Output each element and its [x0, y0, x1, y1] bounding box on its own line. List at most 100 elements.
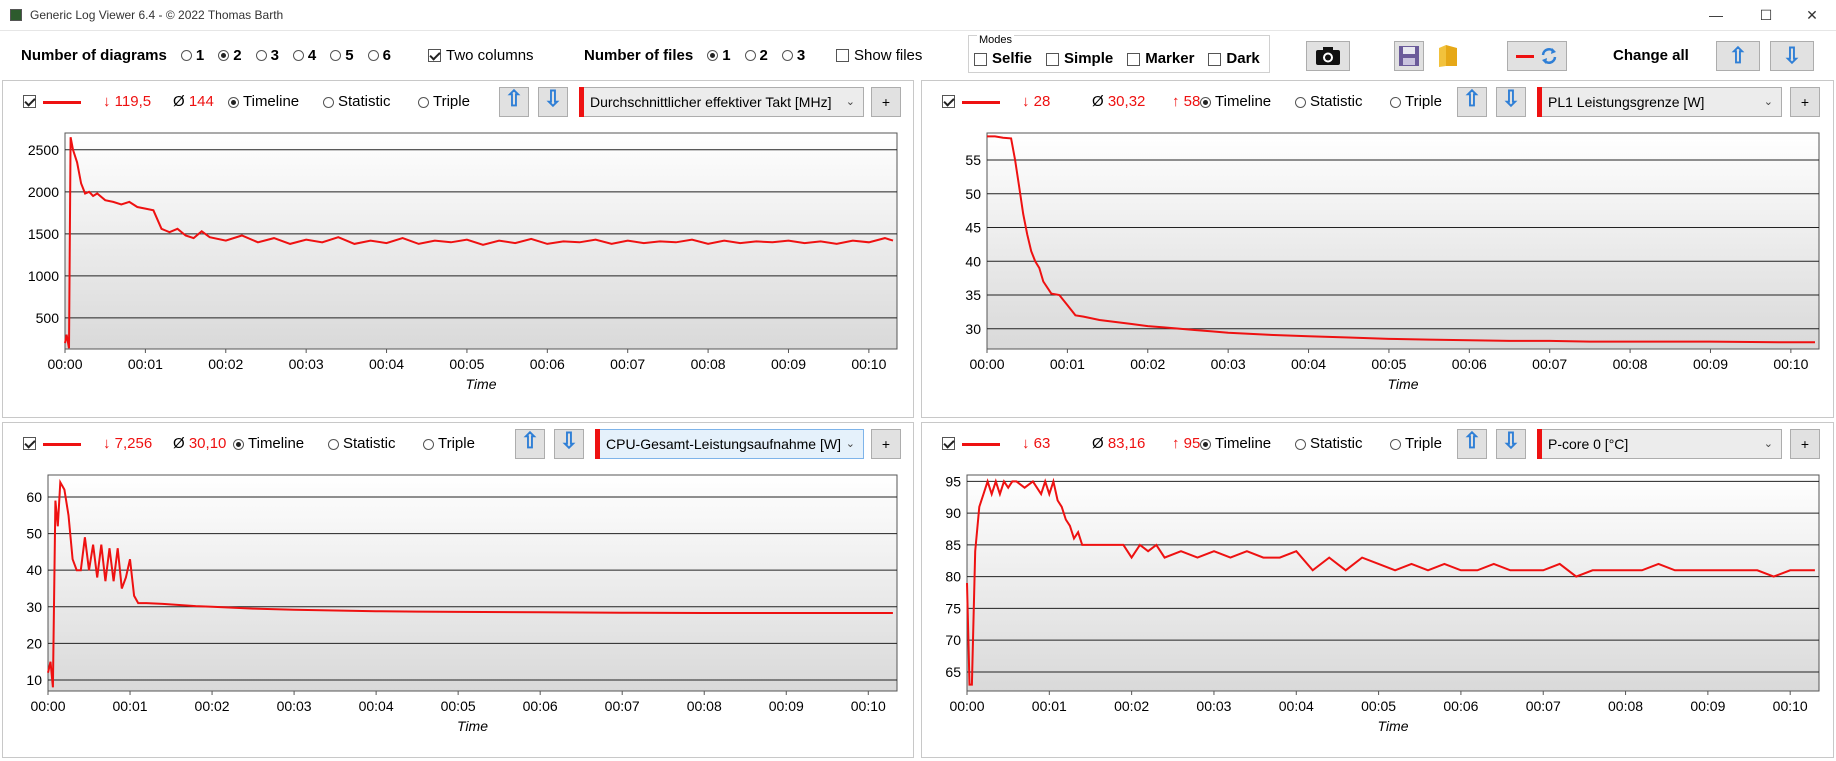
- avg-symbol: Ø: [173, 435, 189, 452]
- series-visible-checkbox[interactable]: [942, 437, 955, 450]
- move-down-button[interactable]: ⇩: [538, 87, 568, 117]
- diagram-count-option-6[interactable]: 6: [360, 47, 391, 64]
- move-up-button[interactable]: ⇧: [1457, 87, 1487, 117]
- change-all-down-button[interactable]: ⇩: [1770, 41, 1814, 71]
- screenshot-button[interactable]: [1306, 41, 1350, 71]
- move-up-button[interactable]: ⇧: [1457, 429, 1487, 459]
- show-files-toggle[interactable]: Show files: [836, 32, 922, 78]
- add-channel-button[interactable]: +: [1790, 87, 1820, 117]
- line-color-refresh-button[interactable]: [1507, 41, 1567, 71]
- close-button[interactable]: ✕: [1806, 7, 1818, 23]
- view-option-triple[interactable]: Triple: [1382, 435, 1442, 452]
- min-value: ↓ 28: [1022, 93, 1051, 110]
- series-visible-checkbox[interactable]: [23, 95, 36, 108]
- diagram-count-radio[interactable]: [218, 50, 230, 62]
- mode-selfie[interactable]: Selfie: [974, 50, 1032, 67]
- move-down-button[interactable]: ⇩: [554, 429, 584, 459]
- series-color-swatch[interactable]: [43, 443, 81, 446]
- file-count-option-2[interactable]: 2: [737, 47, 768, 64]
- channel-select[interactable]: P-core 0 [°C] ⌄: [1537, 429, 1782, 459]
- move-down-button[interactable]: ⇩: [1496, 429, 1526, 459]
- series-color-swatch[interactable]: [43, 101, 81, 104]
- mode-marker[interactable]: Marker: [1127, 50, 1194, 67]
- y-tick-label: 1000: [28, 268, 59, 284]
- series-color-swatch[interactable]: [962, 101, 1000, 104]
- file-count-option-1[interactable]: 1: [699, 46, 731, 64]
- minimize-button[interactable]: —: [1709, 7, 1723, 23]
- diagram-count-option-4[interactable]: 4: [285, 47, 316, 64]
- diagram-count-option-2[interactable]: 2: [210, 47, 242, 64]
- view-radio[interactable]: [328, 438, 339, 450]
- diagram-count-option-1[interactable]: 1: [173, 47, 204, 64]
- save-button[interactable]: [1394, 41, 1424, 71]
- mode-checkbox[interactable]: [1046, 52, 1060, 66]
- diagram-count-option-3[interactable]: 3: [248, 47, 279, 64]
- view-radio[interactable]: [1390, 96, 1401, 108]
- series-visible-checkbox[interactable]: [942, 95, 955, 108]
- view-option-timeline[interactable]: Timeline: [225, 435, 304, 452]
- diagram-count-radio[interactable]: [367, 50, 379, 62]
- diagram-count-radio[interactable]: [292, 50, 304, 62]
- mode-simple[interactable]: Simple: [1046, 50, 1113, 67]
- move-up-button[interactable]: ⇧: [499, 87, 529, 117]
- mode-checkbox[interactable]: [1127, 52, 1141, 66]
- view-option-timeline[interactable]: Timeline: [1192, 435, 1271, 452]
- view-option-statistic[interactable]: Statistic: [1287, 435, 1363, 452]
- channel-color-bar: [595, 429, 600, 459]
- two-columns-toggle[interactable]: Two columns: [428, 32, 534, 78]
- mode-checkbox[interactable]: [1208, 52, 1222, 66]
- view-radio[interactable]: [423, 438, 434, 450]
- series-visible-checkbox[interactable]: [23, 437, 36, 450]
- file-count-option-label: 2: [759, 46, 768, 64]
- add-channel-button[interactable]: +: [1790, 429, 1820, 459]
- view-option-triple[interactable]: Triple: [410, 93, 470, 110]
- add-channel-button[interactable]: +: [871, 429, 901, 459]
- mode-checkbox[interactable]: [974, 52, 987, 66]
- file-count-option-label: 1: [722, 46, 731, 64]
- view-radio[interactable]: [323, 96, 334, 108]
- view-radio[interactable]: [1295, 96, 1306, 108]
- file-count-radio[interactable]: [744, 50, 756, 62]
- add-channel-button[interactable]: +: [871, 87, 901, 117]
- diagram-count-radio[interactable]: [330, 50, 342, 62]
- view-option-label: Statistic: [1310, 93, 1363, 110]
- chevron-down-icon: ⌄: [845, 438, 855, 450]
- mode-dark[interactable]: Dark: [1208, 50, 1260, 67]
- channel-select[interactable]: PL1 Leistungsgrenze [W] ⌄: [1537, 87, 1782, 117]
- view-option-triple[interactable]: Triple: [415, 435, 475, 452]
- view-option-statistic[interactable]: Statistic: [1287, 93, 1363, 110]
- show-files-checkbox[interactable]: [836, 48, 849, 62]
- view-radio[interactable]: [1200, 96, 1211, 108]
- series-color-swatch[interactable]: [962, 443, 1000, 446]
- view-option-statistic[interactable]: Statistic: [320, 435, 396, 452]
- move-down-button[interactable]: ⇩: [1496, 87, 1526, 117]
- view-radio[interactable]: [228, 96, 239, 108]
- channel-select[interactable]: Durchschnittlicher effektiver Takt [MHz]…: [579, 87, 864, 117]
- x-tick-label: 00:01: [113, 698, 148, 714]
- view-radio[interactable]: [233, 438, 244, 450]
- toolbar: Number of diagrams 1 2 3 4 5 6 Two columns Nu…: [0, 32, 1836, 78]
- file-count-radio[interactable]: [781, 50, 793, 62]
- view-option-label: Timeline: [1215, 435, 1272, 452]
- view-option-timeline[interactable]: Timeline: [1192, 93, 1271, 110]
- channel-select[interactable]: CPU-Gesamt-Leistungsaufnahme [W] ⌄: [595, 429, 864, 459]
- move-up-button[interactable]: ⇧: [515, 429, 545, 459]
- change-all-up-button[interactable]: ⇧: [1716, 41, 1760, 71]
- two-columns-checkbox[interactable]: [428, 48, 441, 62]
- diagram-count-radio[interactable]: [180, 50, 192, 62]
- view-radio[interactable]: [1200, 438, 1211, 450]
- x-axis-label: Time: [466, 376, 497, 392]
- view-option-statistic[interactable]: Statistic: [315, 93, 391, 110]
- file-count-radio[interactable]: [707, 50, 719, 62]
- view-radio[interactable]: [418, 96, 429, 108]
- file-count-option-3[interactable]: 3: [774, 47, 805, 64]
- view-radio[interactable]: [1295, 438, 1306, 450]
- view-option-timeline[interactable]: Timeline: [220, 93, 299, 110]
- diagram-count-radio[interactable]: [255, 50, 267, 62]
- maximize-button[interactable]: ☐: [1759, 7, 1773, 23]
- open-folder-button[interactable]: [1433, 41, 1463, 71]
- view-option-triple[interactable]: Triple: [1382, 93, 1442, 110]
- view-radio[interactable]: [1390, 438, 1401, 450]
- diagram-count-option-5[interactable]: 5: [322, 47, 354, 64]
- avg-symbol: Ø: [173, 93, 189, 110]
